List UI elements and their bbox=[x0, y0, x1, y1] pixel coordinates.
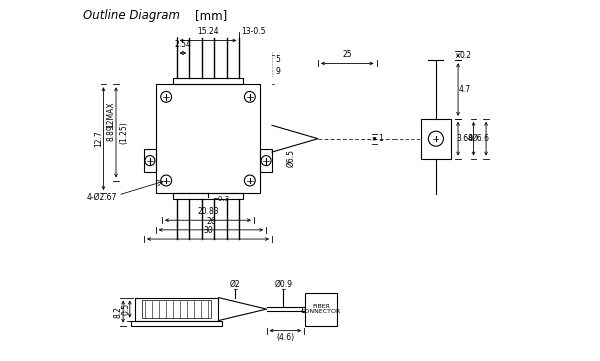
Text: Ø2: Ø2 bbox=[230, 279, 241, 288]
Text: 30: 30 bbox=[203, 226, 213, 235]
Bar bbox=[135, 297, 218, 321]
Text: −0.3: −0.3 bbox=[212, 196, 229, 202]
Bar bbox=[131, 321, 222, 326]
Text: (4.6): (4.6) bbox=[277, 333, 295, 342]
Bar bbox=[142, 300, 211, 318]
Text: 26: 26 bbox=[206, 217, 216, 226]
Text: 3.68: 3.68 bbox=[457, 134, 473, 143]
Text: 0.5: 0.5 bbox=[121, 303, 130, 315]
Bar bbox=[305, 292, 337, 326]
Text: 4.7: 4.7 bbox=[459, 85, 471, 94]
Bar bbox=[173, 193, 243, 199]
Text: [mm]: [mm] bbox=[196, 9, 228, 22]
Text: FIBER
CONNECTOR: FIBER CONNECTOR bbox=[301, 304, 341, 314]
Text: 20.83: 20.83 bbox=[197, 207, 219, 216]
Text: 15.24: 15.24 bbox=[197, 27, 219, 36]
Text: 2.54: 2.54 bbox=[175, 40, 191, 49]
Text: 8.89: 8.89 bbox=[106, 124, 115, 141]
Bar bbox=[421, 119, 451, 158]
Bar bbox=[302, 306, 305, 312]
Text: 13-0.5: 13-0.5 bbox=[241, 27, 266, 36]
Text: 9: 9 bbox=[275, 67, 280, 76]
Text: 4-Ø2.67: 4-Ø2.67 bbox=[87, 193, 117, 202]
Text: (1.25): (1.25) bbox=[119, 121, 128, 144]
Text: 25: 25 bbox=[343, 50, 352, 59]
Bar bbox=[260, 149, 272, 172]
Text: 0.2: 0.2 bbox=[459, 51, 471, 60]
Text: 4: 4 bbox=[468, 134, 473, 143]
Text: Ø0.9: Ø0.9 bbox=[274, 279, 292, 288]
Text: 12.7: 12.7 bbox=[94, 130, 103, 147]
Text: 5: 5 bbox=[275, 55, 280, 64]
Bar bbox=[156, 84, 260, 193]
Text: Ø6.5: Ø6.5 bbox=[287, 148, 296, 166]
Text: Ø6.6: Ø6.6 bbox=[472, 134, 490, 143]
Text: 1: 1 bbox=[379, 134, 383, 143]
Bar bbox=[144, 149, 156, 172]
Text: 12MAX: 12MAX bbox=[106, 101, 115, 128]
Text: 8.2: 8.2 bbox=[113, 306, 122, 318]
Bar bbox=[173, 78, 243, 84]
Text: Outline Diagram: Outline Diagram bbox=[83, 9, 179, 22]
